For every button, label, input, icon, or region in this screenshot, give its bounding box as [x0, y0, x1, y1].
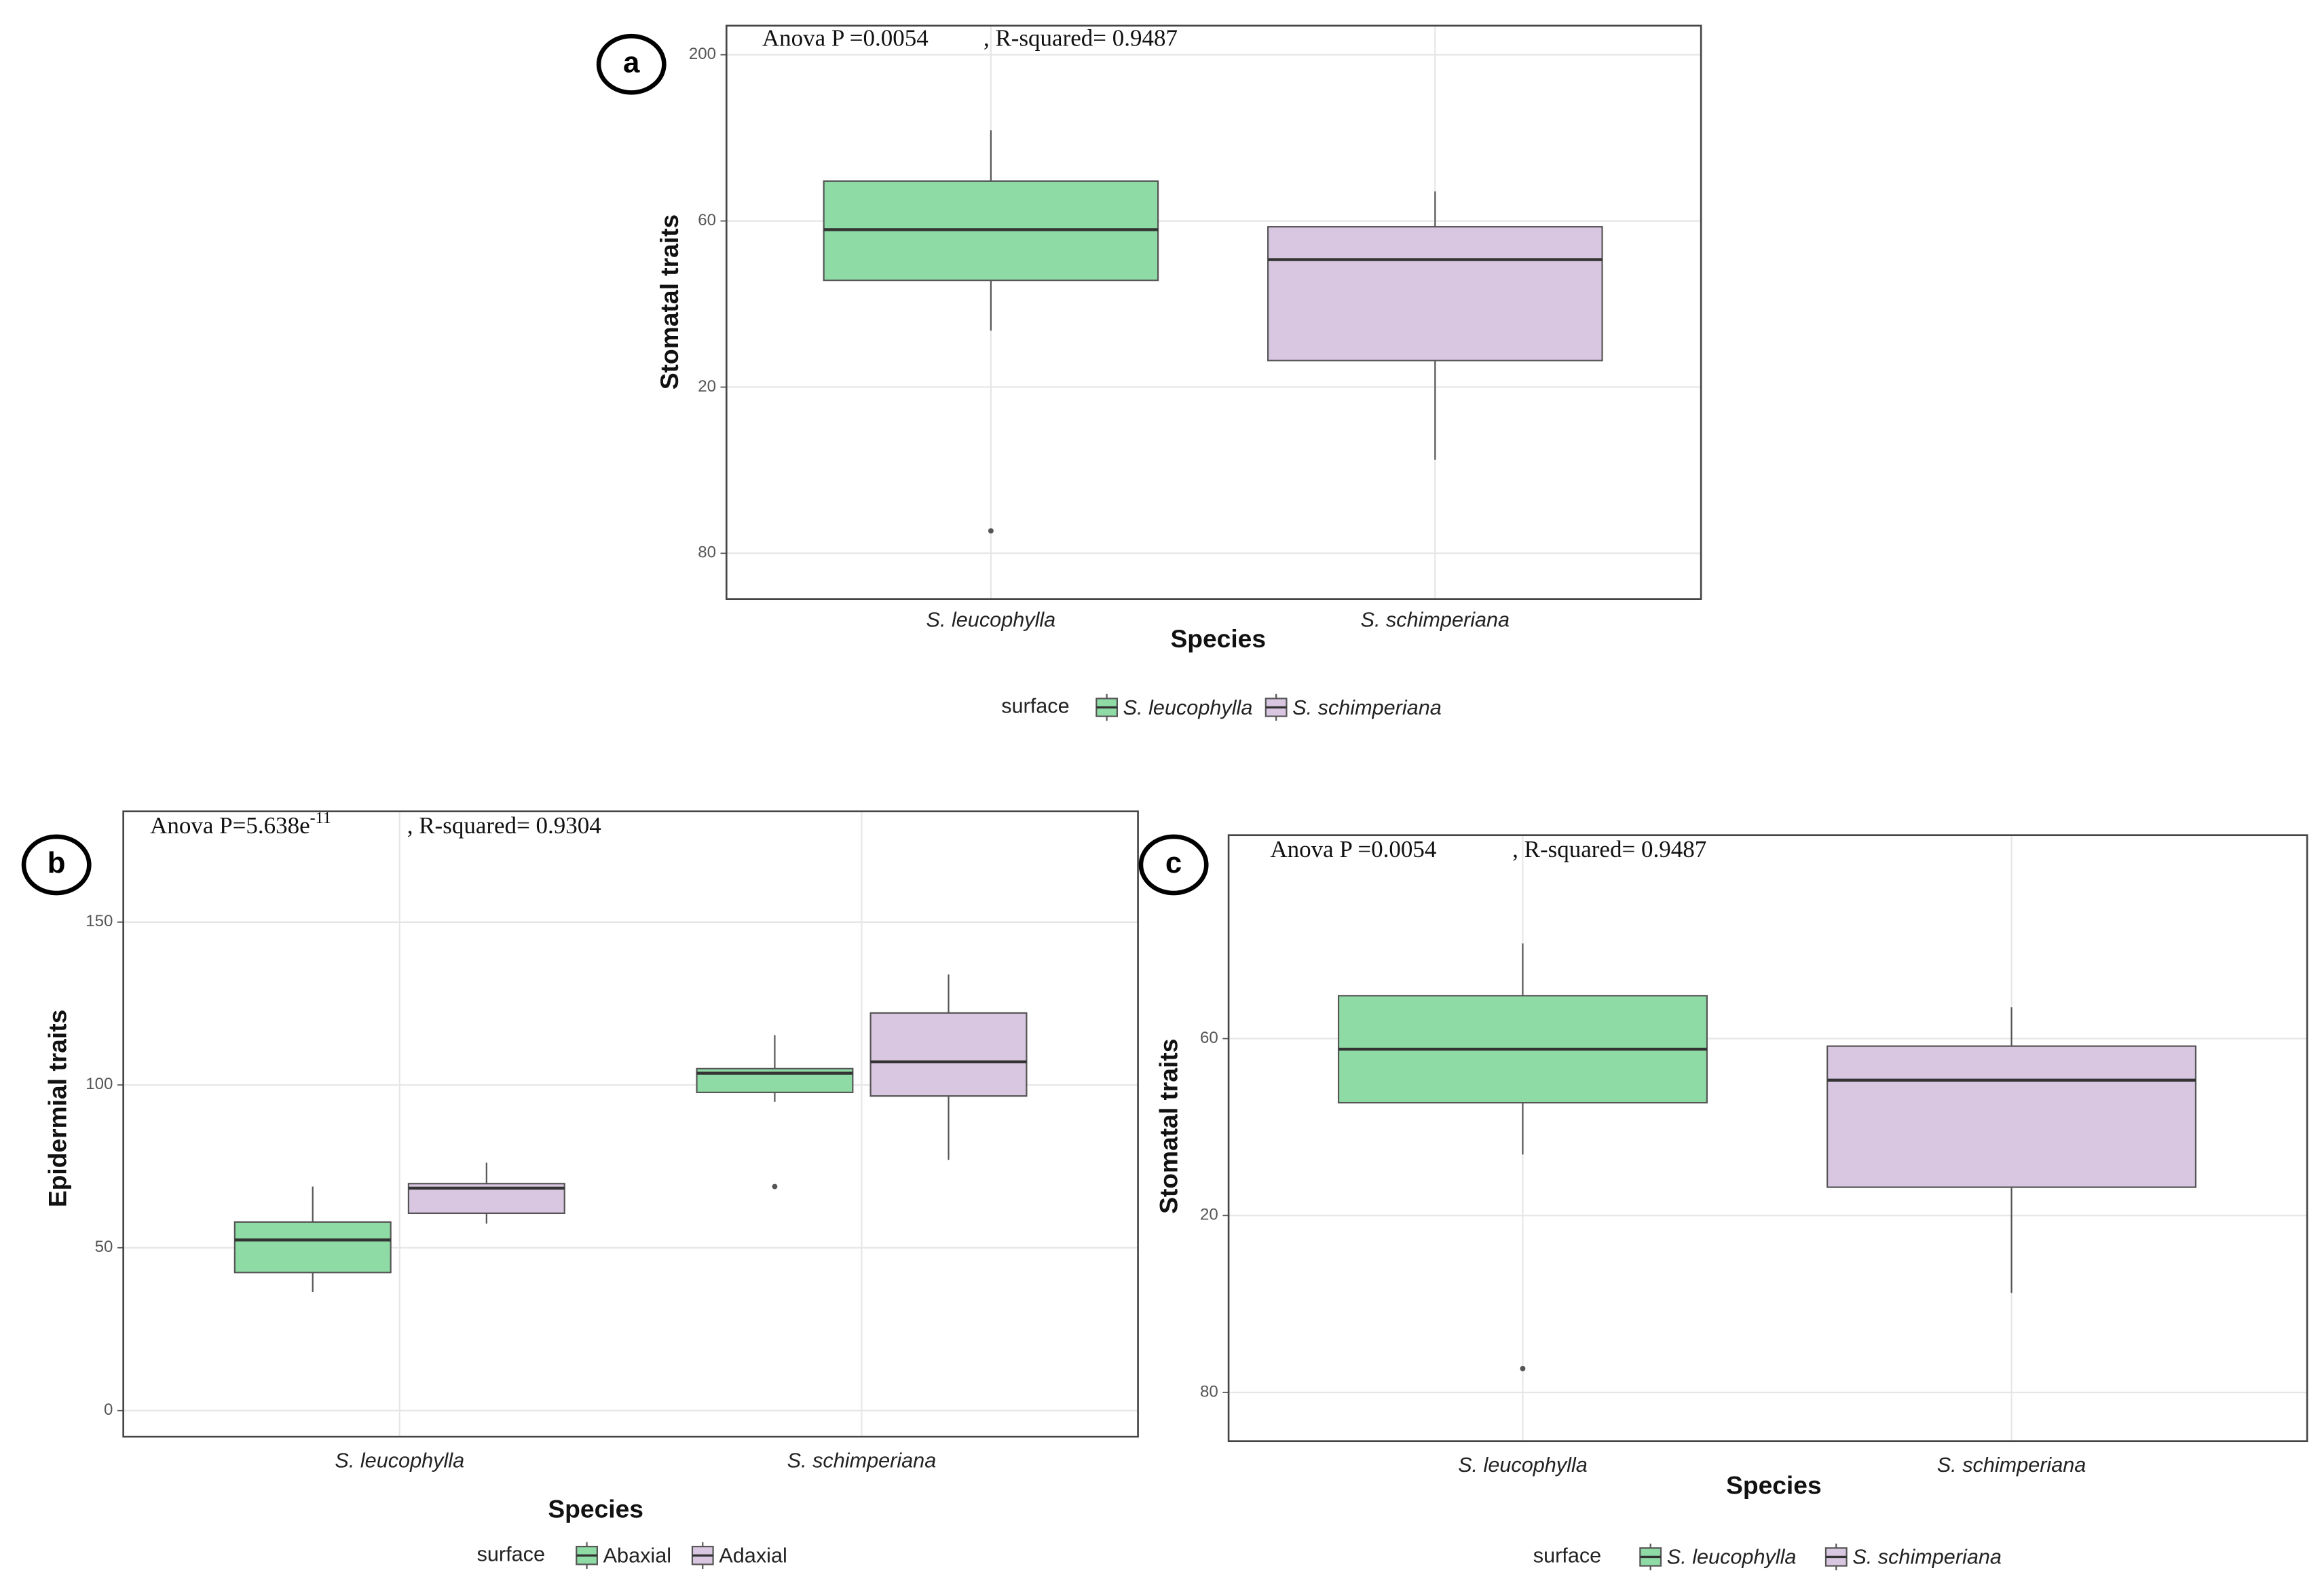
box	[1267, 226, 1603, 362]
annotation-part: , R-squared= 0.9487	[984, 25, 1178, 52]
annotation-part: , R-squared= 0.9304	[407, 812, 601, 839]
outlier	[772, 1183, 778, 1190]
x-tick-label: S. leucophylla	[335, 1449, 464, 1472]
y-tick-label: 60	[1200, 1029, 1218, 1047]
legend-label: Abaxial	[603, 1544, 671, 1568]
box	[233, 1221, 392, 1274]
plot-border	[725, 24, 1702, 601]
y-tick-label: 80	[1200, 1382, 1218, 1401]
plot-border	[122, 810, 1139, 1438]
x-tick-label: S. schimperiana	[787, 1449, 937, 1472]
y-tick-label: 60	[698, 211, 716, 229]
annotation-part: Anova P =0.0054	[1270, 836, 1436, 862]
box	[869, 1012, 1028, 1097]
legend-label: S. schimperiana	[1852, 1546, 2002, 1569]
legend-label: S. leucophylla	[1123, 696, 1253, 719]
legend-label: Adaxial	[719, 1544, 787, 1568]
x-axis-title: Species	[1726, 1470, 1822, 1499]
annotation-part: Anova P =0.0054	[762, 25, 929, 52]
y-axis-title: Stomatal traits	[1155, 1039, 1183, 1214]
x-tick-label: S. leucophylla	[1458, 1454, 1588, 1477]
panel-label: a	[623, 45, 640, 79]
x-tick-label: S. leucophylla	[926, 609, 1056, 632]
y-tick-label: 100	[86, 1075, 113, 1093]
plot-border	[1227, 834, 2308, 1443]
legend-title: surface	[1001, 695, 1069, 718]
panel-circle	[596, 33, 667, 95]
annotation: Anova P =0.0054 , R-squared= 0.9487	[1270, 836, 1706, 862]
chart: 200 60 20 80 S. leucophylla S. schimperiana An…	[596, 24, 1702, 721]
x-tick-label: S. schimperiana	[1361, 609, 1510, 632]
annotation-superscript: -11	[310, 809, 331, 826]
legend-title: surface	[477, 1542, 545, 1565]
y-tick-label: 0	[104, 1401, 113, 1419]
y-tick-label: 20	[1200, 1206, 1218, 1224]
x-tick-label: S. schimperiana	[1937, 1454, 2086, 1477]
annotation-part: Anova P=5.638e	[150, 812, 310, 839]
outlier	[988, 528, 994, 534]
y-axis-title: Stomatal traits	[655, 214, 684, 390]
annotation: Anova P=5.638e-11 , R-squared= 0.9304	[150, 809, 601, 839]
annotation-part: , R-squared= 0.9487	[1512, 836, 1706, 862]
y-axis-title: Epidermial traits	[43, 1010, 71, 1207]
panel-circle	[21, 834, 92, 896]
legend-label: S. leucophylla	[1667, 1546, 1797, 1569]
y-tick-label: 150	[86, 912, 113, 930]
x-axis-title: Species	[548, 1494, 643, 1523]
y-tick-label: 20	[698, 377, 716, 396]
box	[1827, 1045, 2197, 1188]
annotation: Anova P =0.0054 , R-squared= 0.9487	[762, 25, 1178, 52]
y-tick-label: 80	[698, 544, 716, 562]
chart: 60 20 80 S. leucophylla S. schimperiana Anova…	[1138, 834, 2308, 1571]
outlier	[1520, 1365, 1526, 1371]
x-axis-title: Species	[1170, 624, 1266, 653]
y-tick-label: 50	[95, 1238, 113, 1256]
plot-background	[123, 811, 1138, 1437]
panel-label: b	[48, 846, 66, 879]
legend-title: surface	[1533, 1544, 1601, 1568]
panel-circle	[1138, 834, 1209, 896]
chart: 0 50 100 150 S. leucophylla S. schimperiana An…	[21, 809, 1139, 1569]
legend-label: S. schimperiana	[1292, 696, 1442, 719]
y-tick-label: 200	[689, 45, 716, 63]
panel-label: c	[1165, 846, 1182, 879]
